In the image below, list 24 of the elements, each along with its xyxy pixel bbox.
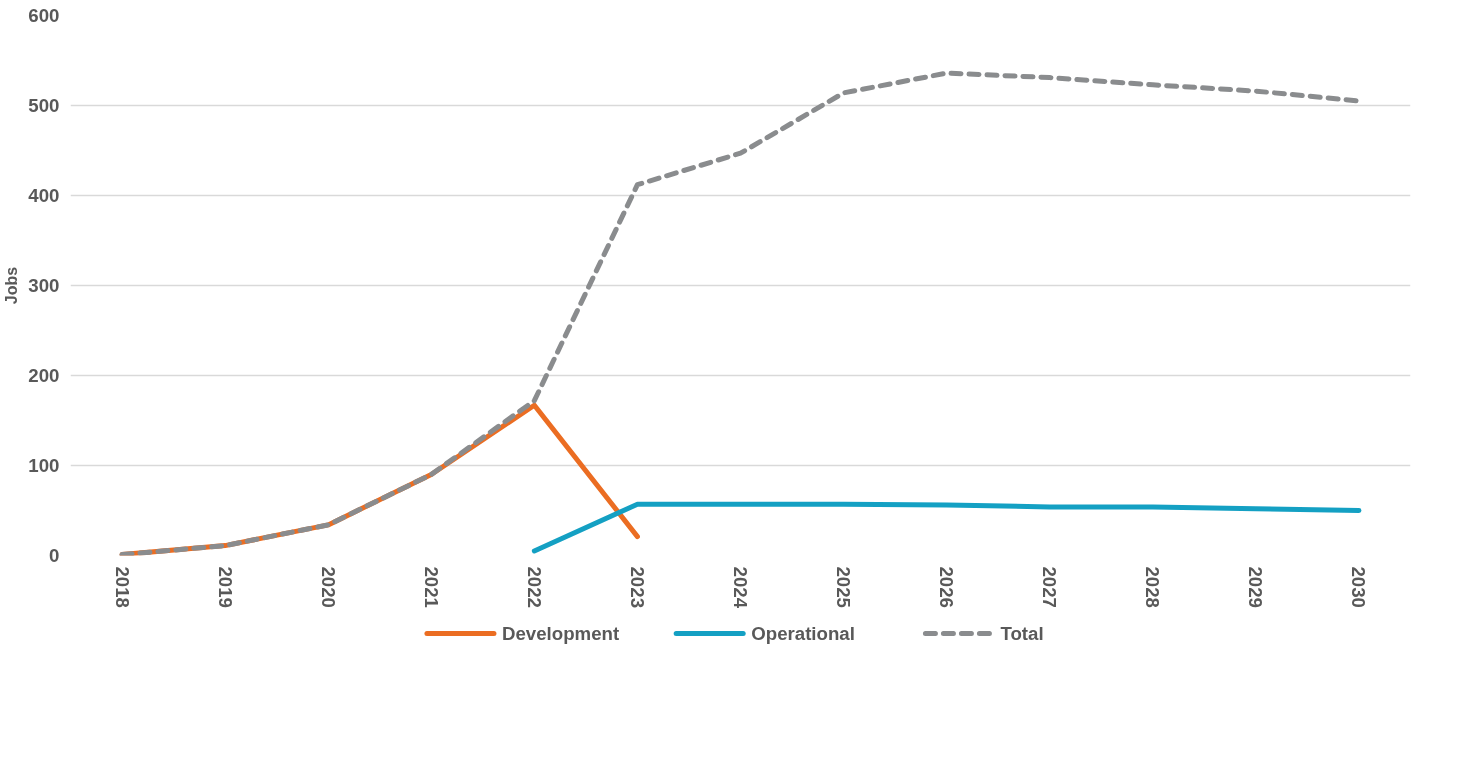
y-tick-label: 0 <box>49 545 60 566</box>
y-axis-title: Jobs <box>3 266 21 305</box>
x-tick-label: 2030 <box>1348 566 1370 609</box>
x-tick-label: 2021 <box>420 566 442 609</box>
x-tick-label: 2029 <box>1245 566 1267 609</box>
x-tick-label: 2018 <box>111 566 133 609</box>
y-tick-label: 400 <box>28 185 60 206</box>
x-tick-label: 2027 <box>1039 566 1061 609</box>
y-tick-label: 200 <box>28 365 60 386</box>
y-tick-label: 300 <box>28 275 60 296</box>
legend-label: Total <box>1000 623 1044 644</box>
x-tick-label: 2019 <box>214 566 236 609</box>
x-tick-label: 2026 <box>936 566 958 609</box>
y-tick-label: 100 <box>28 455 60 476</box>
x-tick-label: 2022 <box>523 566 545 609</box>
x-tick-label: 2023 <box>626 566 648 609</box>
legend-label: Operational <box>751 623 855 644</box>
x-tick-label: 2025 <box>833 566 855 609</box>
x-tick-label: 2020 <box>317 566 339 609</box>
y-tick-label: 600 <box>28 5 60 26</box>
x-tick-label: 2024 <box>730 566 751 609</box>
x-tick-label: 2028 <box>1142 566 1164 609</box>
y-tick-label: 500 <box>28 95 60 116</box>
legend-label: Development <box>501 623 620 644</box>
